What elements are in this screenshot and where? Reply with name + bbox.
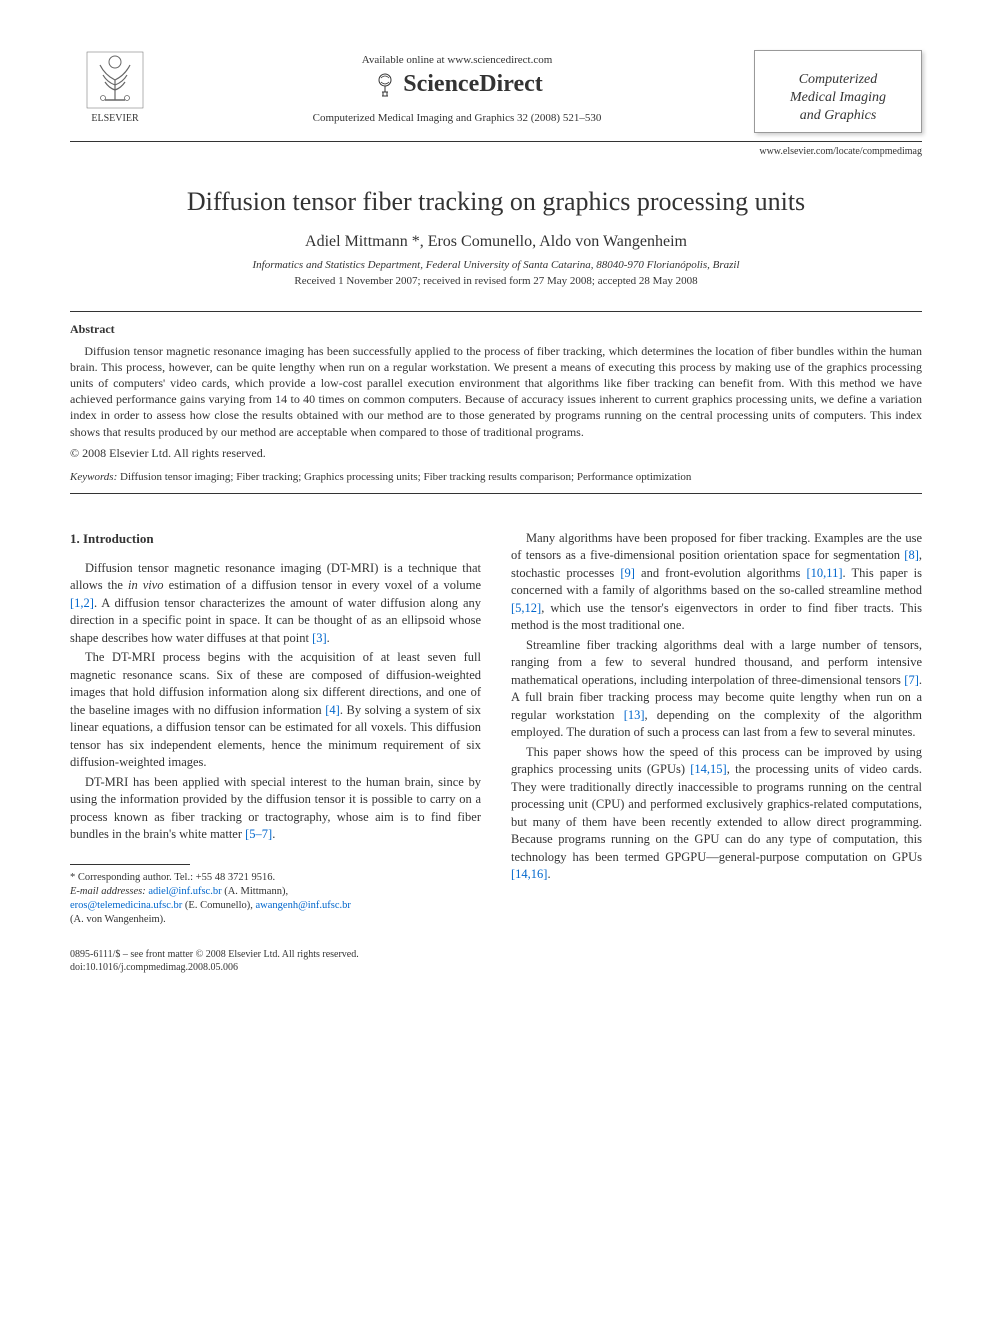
ref-link[interactable]: [10,11] (807, 566, 843, 580)
available-online-text: Available online at www.sciencedirect.co… (160, 54, 754, 66)
journal-cover-line1: Computerized (763, 71, 913, 89)
email-addresses: E-mail addresses: adiel@inf.ufsc.br (A. … (70, 885, 481, 899)
email-link[interactable]: awangenh@inf.ufsc.br (256, 900, 351, 911)
page-container: ELSEVIER Available online at www.science… (0, 0, 992, 1024)
right-p1: Many algorithms have been proposed for f… (511, 530, 922, 635)
email-label: E-mail addresses: (70, 886, 146, 897)
abstract-bottom-rule (70, 493, 922, 494)
ref-link[interactable]: [3] (312, 631, 327, 645)
publisher-logo-box: ELSEVIER (70, 50, 160, 124)
ref-link[interactable]: [7] (904, 673, 919, 687)
elsevier-tree-icon (85, 50, 145, 110)
abstract-top-rule (70, 311, 922, 312)
email-link[interactable]: adiel@inf.ufsc.br (148, 886, 221, 897)
abstract-text: Diffusion tensor magnetic resonance imag… (70, 343, 922, 440)
authors-line: Adiel Mittmann *, Eros Comunello, Aldo v… (70, 233, 922, 251)
journal-reference: Computerized Medical Imaging and Graphic… (160, 112, 754, 124)
footnote-block: * Corresponding author. Tel.: +55 48 372… (70, 871, 481, 928)
left-p3: DT-MRI has been applied with special int… (70, 774, 481, 844)
journal-url: www.elsevier.com/locate/compmedimag (70, 146, 922, 157)
center-header: Available online at www.sciencedirect.co… (160, 50, 754, 124)
email-line-2: eros@telemedicina.ufsc.br (E. Comunello)… (70, 899, 481, 913)
keywords-line: Keywords: Diffusion tensor imaging; Fibe… (70, 471, 922, 483)
ref-link[interactable]: [5,12] (511, 601, 541, 615)
issn-line: 0895-6111/$ – see front matter © 2008 El… (70, 948, 481, 961)
elsevier-label: ELSEVIER (70, 113, 160, 124)
right-p2: Streamline fiber tracking algorithms dea… (511, 637, 922, 742)
article-title: Diffusion tensor fiber tracking on graph… (70, 187, 922, 217)
sciencedirect-logo: ScienceDirect (160, 70, 754, 98)
sciencedirect-label: ScienceDirect (403, 71, 543, 98)
left-column: 1. Introduction Diffusion tensor magneti… (70, 530, 481, 974)
abstract-copyright: © 2008 Elsevier Ltd. All rights reserved… (70, 446, 922, 461)
ref-link[interactable]: [13] (624, 708, 645, 722)
email-link[interactable]: eros@telemedicina.ufsc.br (70, 900, 182, 911)
doi-line: doi:10.1016/j.compmedimag.2008.05.006 (70, 961, 481, 974)
ref-link[interactable]: [1,2] (70, 596, 94, 610)
dates-line: Received 1 November 2007; received in re… (70, 275, 922, 287)
footnote-separator (70, 864, 190, 865)
ref-link[interactable]: [4] (325, 703, 340, 717)
ref-link[interactable]: [5–7] (245, 827, 272, 841)
ref-link[interactable]: [14,16] (511, 867, 547, 881)
left-p1: Diffusion tensor magnetic resonance imag… (70, 560, 481, 648)
header-row: ELSEVIER Available online at www.science… (70, 50, 922, 142)
right-column: Many algorithms have been proposed for f… (511, 530, 922, 974)
keywords-label: Keywords: (70, 471, 117, 483)
journal-cover-box: Computerized Medical Imaging and Graphic… (754, 50, 922, 133)
right-p3: This paper shows how the speed of this p… (511, 744, 922, 884)
abstract-heading: Abstract (70, 322, 922, 337)
section-1-heading: 1. Introduction (70, 530, 481, 548)
left-p2: The DT-MRI process begins with the acqui… (70, 649, 481, 772)
email-line-3: (A. von Wangenheim). (70, 913, 481, 927)
sciencedirect-icon (371, 70, 399, 98)
bottom-meta: 0895-6111/$ – see front matter © 2008 El… (70, 948, 481, 974)
keywords-text: Diffusion tensor imaging; Fiber tracking… (120, 471, 691, 483)
ref-link[interactable]: [14,15] (690, 762, 726, 776)
ref-link[interactable]: [8] (904, 548, 919, 562)
journal-cover-line2: Medical Imaging (763, 89, 913, 107)
affiliation-line: Informatics and Statistics Department, F… (70, 259, 922, 271)
body-columns: 1. Introduction Diffusion tensor magneti… (70, 530, 922, 974)
journal-cover-line3: and Graphics (763, 107, 913, 125)
ref-link[interactable]: [9] (620, 566, 635, 580)
corresponding-author: * Corresponding author. Tel.: +55 48 372… (70, 871, 481, 885)
